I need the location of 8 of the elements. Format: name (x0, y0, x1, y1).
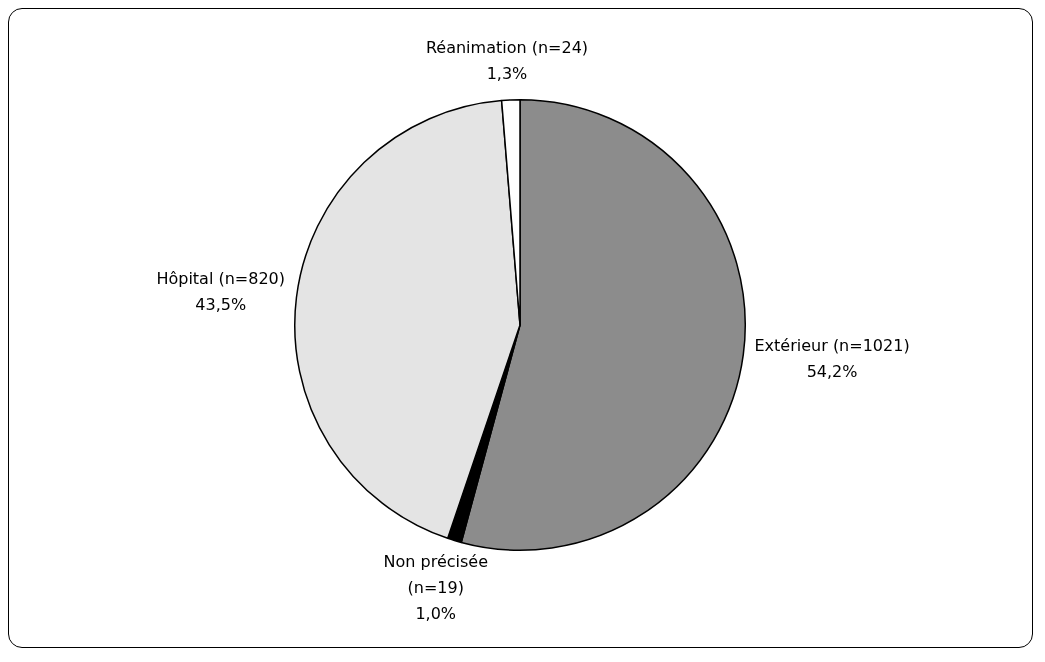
data-label: 1,0% (415, 604, 457, 624)
slice-label: Réanimation (n=24) (425, 38, 589, 58)
data-label: 54,2% (806, 361, 858, 381)
data-label: 1,3% (486, 64, 528, 84)
slice-label: Extérieur (n=1021) (754, 335, 910, 355)
slice-label: Non précisée (n=19) (383, 552, 488, 598)
slice-label: Hôpital (n=820) (156, 268, 286, 288)
data-label: 43,5% (195, 294, 247, 314)
